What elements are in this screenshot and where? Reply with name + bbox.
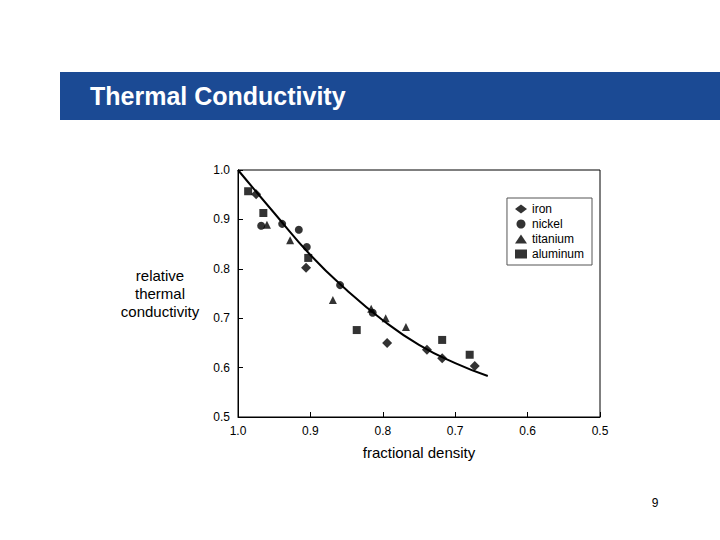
svg-text:aluminum: aluminum [532,247,584,261]
svg-text:0.6: 0.6 [519,424,536,438]
html-text:Thermal Conductivity: Thermal Conductivity [90,82,346,110]
svg-text:1.0: 1.0 [230,424,247,438]
html-text:9: 9 [651,496,659,510]
svg-text:0.6: 0.6 [213,361,230,375]
svg-text:fractional density: fractional density [363,444,476,461]
svg-text:0.9: 0.9 [213,212,230,226]
svg-text:0.5: 0.5 [213,410,230,424]
svg-text:thermal: thermal [135,285,185,302]
svg-text:nickel: nickel [532,217,563,231]
svg-text:1.0: 1.0 [213,163,230,177]
svg-text:0.9: 0.9 [302,424,319,438]
svg-text:iron: iron [532,202,552,216]
svg-text:0.8: 0.8 [213,262,230,276]
svg-text:0.8: 0.8 [374,424,391,438]
svg-text:relative: relative [136,267,184,284]
svg-text:0.7: 0.7 [213,311,230,325]
svg-text:titanium: titanium [532,232,574,246]
svg-text:conductivity: conductivity [121,303,200,320]
svg-text:0.7: 0.7 [447,424,464,438]
svg-text:0.5: 0.5 [592,424,609,438]
